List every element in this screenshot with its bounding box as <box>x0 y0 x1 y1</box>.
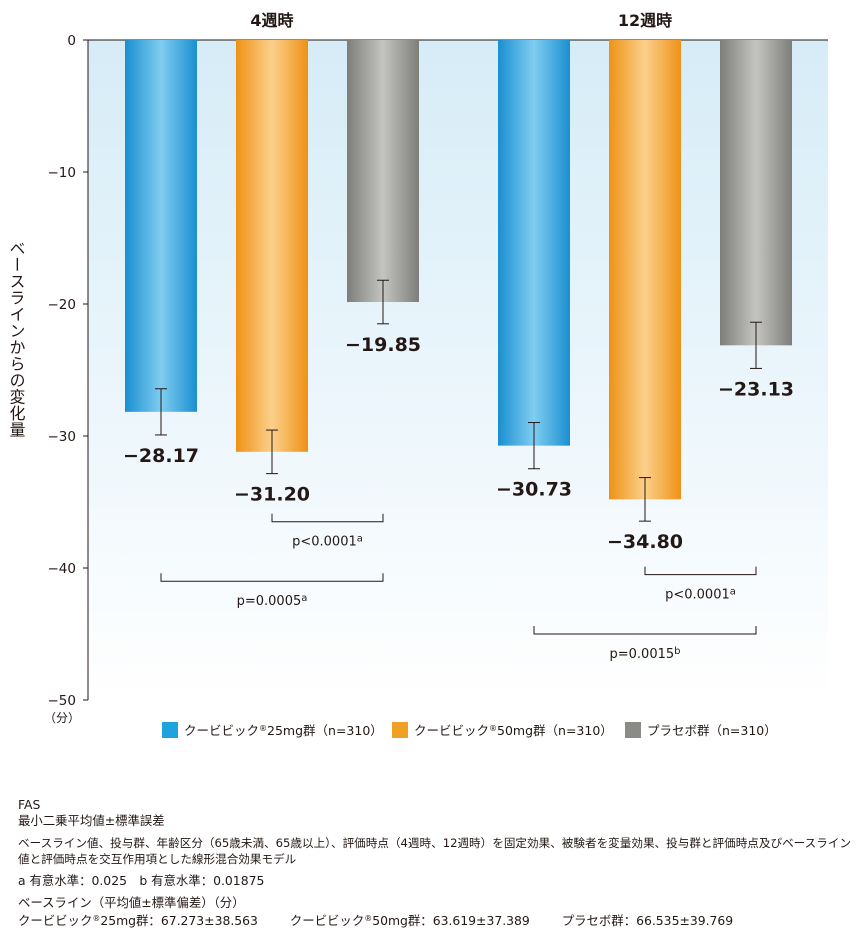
y-tick-label-1: −10 <box>48 165 77 181</box>
bar-s1-g0 <box>236 40 308 452</box>
footnote-significance: a 有意水準：0.025 b 有意水準：0.01875 <box>18 873 265 888</box>
footnote-fas: FAS <box>18 797 41 812</box>
value-label-s0-g1: −30.73 <box>496 479 572 501</box>
baseline-item-25mg: クービビック®25mg群：67.273±38.563 <box>18 913 258 928</box>
legend-label-2: プラセボ群（n=310） <box>647 723 777 738</box>
y-unit-label: （分） <box>44 711 80 725</box>
group-title-0: 4週時 <box>250 11 293 30</box>
bar-s2-g1 <box>720 40 792 346</box>
y-tick-label-4: −40 <box>48 561 77 577</box>
y-tick-label-3: −30 <box>48 429 77 445</box>
footnotes: FAS 最小二乗平均値±標準誤差 ベースライン値、投与群、年齢区分（65歳未満、… <box>18 797 858 929</box>
legend-label-0: クービビック®25mg群（n=310） <box>184 723 383 738</box>
bar-s2-g0 <box>347 40 419 303</box>
y-tick-label-0: 0 <box>67 33 76 49</box>
legend-label-1: クービビック®50mg群（n=310） <box>414 723 613 738</box>
legend-swatch-2 <box>625 722 641 738</box>
baseline-item-50mg: クービビック®50mg群：63.619±37.389 <box>289 913 530 928</box>
value-label-s2-g0: −19.85 <box>345 334 421 356</box>
bar-s0-g1 <box>498 40 570 446</box>
legend-swatch-1 <box>392 722 408 738</box>
p-value-3: p=0.0015b <box>610 646 681 662</box>
baseline-item-placebo: プラセボ群：66.535±39.769 <box>561 913 734 928</box>
value-label-s2-g1: −23.13 <box>718 378 794 400</box>
value-label-s0-g0: −28.17 <box>123 445 199 467</box>
value-label-s1-g0: −31.20 <box>234 484 310 506</box>
footnote-method: 最小二乗平均値±標準誤差 <box>18 813 165 828</box>
footnote-baseline-title: ベースライン（平均値±標準偏差）（分） <box>18 895 245 910</box>
bar-s0-g0 <box>125 40 197 412</box>
legend-swatch-0 <box>162 722 178 738</box>
footnote-model-2: 値と評価時点を交互作用項とした線形混合効果モデル <box>18 852 297 866</box>
value-label-s1-g1: −34.80 <box>607 531 683 553</box>
group-title-1: 12週時 <box>618 11 672 30</box>
bracket-3 <box>533 626 757 635</box>
y-tick-label-5: −50 <box>48 693 77 709</box>
y-tick-label-2: −20 <box>48 297 77 313</box>
footnote-baseline-values: クービビック®25mg群：67.273±38.563 クービビック®50mg群：… <box>18 911 858 929</box>
p-value-0: p<0.0001a <box>292 534 363 550</box>
bar-s1-g1 <box>609 40 681 500</box>
footnote-model-1: ベースライン値、投与群、年齢区分（65歳未満、65歳以上）、評価時点（4週時、1… <box>18 836 852 850</box>
bracket-0 <box>271 513 384 523</box>
bracket-2 <box>644 566 757 576</box>
p-value-2: p<0.0001a <box>665 586 736 602</box>
y-axis-label: ベースラインからの変化量 <box>7 240 26 438</box>
p-value-1: p=0.0005a <box>237 593 308 609</box>
plot-background <box>88 40 828 700</box>
bracket-1 <box>160 573 384 582</box>
